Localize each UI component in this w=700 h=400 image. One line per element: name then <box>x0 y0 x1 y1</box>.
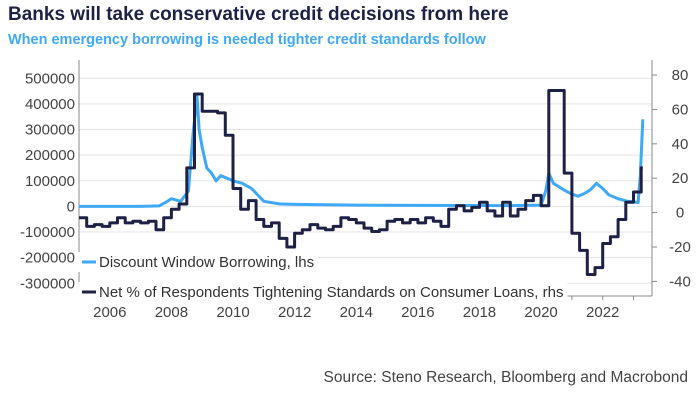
chart-title: Banks will take conservative credit deci… <box>8 4 509 25</box>
series-line-discount-window <box>79 94 645 208</box>
y-left-tick-label: 200000 <box>25 147 75 164</box>
series-lines <box>79 89 645 276</box>
legend-item-net-tightening: Net % of Respondents Tightening Standard… <box>78 282 568 302</box>
y-left-tick-label: 0 <box>67 198 75 215</box>
y-right-tick-label: 0 <box>676 205 684 222</box>
legend-background <box>78 252 319 272</box>
x-tick-label: 2020 <box>524 304 557 321</box>
legend-background <box>78 282 568 302</box>
chart-subtitle: When emergency borrowing is needed tight… <box>8 32 486 48</box>
x-tick-label: 2016 <box>401 304 434 321</box>
y-left-tick-label: -100000 <box>20 224 75 241</box>
y-right-tick-label: 40 <box>672 136 689 153</box>
y-left-tick-label: 400000 <box>25 96 75 113</box>
source-note: Source: Steno Research, Bloomberg and Ma… <box>323 369 688 386</box>
y-left-tick-label: 100000 <box>25 173 75 190</box>
legend-item-discount-window: Discount Window Borrowing, lhs <box>78 252 319 272</box>
legend-label: Net % of Respondents Tightening Standard… <box>99 284 563 301</box>
x-tick-label: 2022 <box>586 304 619 321</box>
y-right-tick-label: 20 <box>672 170 689 187</box>
x-tick-label: 2010 <box>216 304 249 321</box>
y-right-tick-label: 80 <box>672 67 689 84</box>
y-left-tick-label: -200000 <box>20 250 75 267</box>
y-right-tick-label: -20 <box>669 239 691 256</box>
y-left-tick-label: -300000 <box>20 275 75 292</box>
y-right-tick-label: 60 <box>672 101 689 118</box>
legend: Discount Window Borrowing, lhs Net % of R… <box>78 252 568 302</box>
x-tick-label: 2014 <box>340 304 373 321</box>
y-left-tick-label: 500000 <box>25 70 75 87</box>
x-tick-label: 2012 <box>278 304 311 321</box>
series-line-net-tightening <box>79 89 643 276</box>
legend-label: Discount Window Borrowing, lhs <box>99 254 314 271</box>
x-tick-label: 2018 <box>463 304 496 321</box>
y-left-tick-label: 300000 <box>25 122 75 139</box>
axes: -300000 -200000 -100000 0 100000 200000 300000… <box>20 60 691 321</box>
x-tick-label: 2006 <box>93 304 126 321</box>
y-right-tick-label: -40 <box>669 273 691 290</box>
x-tick-label: 2008 <box>155 304 188 321</box>
